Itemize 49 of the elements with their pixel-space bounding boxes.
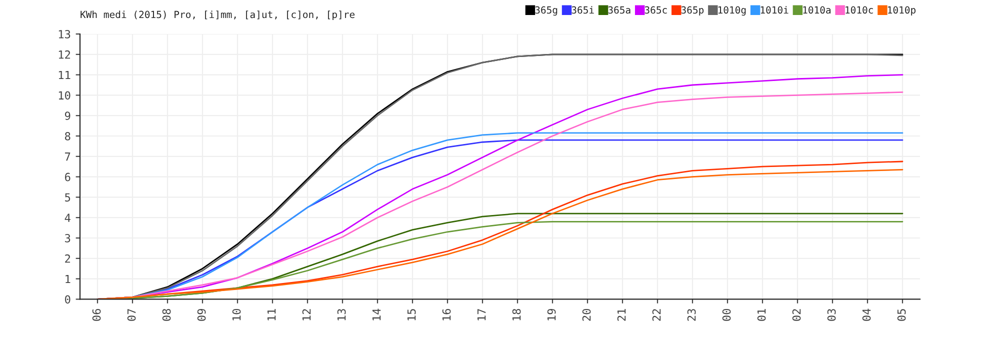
x-tick-label: 12 (302, 309, 311, 320)
y-tick-label: 7 (65, 152, 70, 161)
x-tick-label: 19 (547, 308, 556, 320)
legend-label: 1010c (846, 6, 873, 14)
x-tick-label: 22 (652, 309, 661, 321)
y-tick-label: 10 (58, 91, 70, 100)
x-tick-label: 00 (722, 308, 731, 321)
legend-label: 365c (644, 6, 667, 14)
y-tick-label: 9 (64, 112, 70, 120)
y-tick-label: 13 (58, 30, 70, 38)
y-tick-label: 5 (65, 193, 70, 202)
x-tick-label: 11 (267, 308, 276, 320)
y-tick-label: 6 (65, 172, 70, 182)
x-tick-label: 18 (512, 308, 521, 320)
legend-label: 1010i (760, 6, 788, 14)
y-tick-label: 4 (64, 214, 70, 222)
x-tick-label: 17 (477, 309, 486, 320)
x-tick-label: 16 (442, 308, 451, 320)
x-tick-label: 20 (582, 308, 591, 321)
y-tick-label: 8 (64, 132, 70, 140)
legend-label: 1010p (888, 6, 916, 16)
x-tick-label: 06 (92, 308, 101, 321)
x-tick-label: 07 (127, 309, 136, 321)
legend-label: 365i (572, 6, 594, 14)
y-tick-label: 0 (65, 295, 70, 304)
legend-label: 365p (681, 6, 704, 16)
x-tick-label: 13 (337, 309, 346, 320)
x-tick-label: 01 (757, 308, 766, 321)
x-tick-label: 14 (372, 308, 381, 320)
x-tick-label: 15 (407, 309, 416, 320)
x-tick-label: 04 (862, 308, 871, 321)
chart-title: KWh medi (2015) Pro, [i]mm, [a]ut, [c]on, [p]re (80, 10, 355, 20)
legend-label: 1010g (718, 6, 746, 16)
x-tick-label: 05 (897, 309, 906, 321)
legend-label: 365a (608, 6, 630, 14)
y-tick-label: 11 (58, 70, 70, 80)
x-tick-label: 03 (827, 309, 836, 321)
legend-label: 365g (535, 6, 558, 16)
y-tick-label: 3 (65, 234, 70, 242)
legend-label: 1010a (803, 6, 831, 14)
x-tick-label: 02 (792, 309, 801, 321)
x-tick-label: 08 (162, 308, 171, 321)
x-tick-label: 21 (617, 308, 626, 321)
x-tick-label: 10 (232, 308, 241, 320)
x-tick-label: 09 (197, 308, 206, 321)
x-tick-label: 23 (687, 309, 696, 321)
y-tick-label: 1 (66, 274, 70, 284)
y-tick-label: 2 (65, 254, 70, 263)
y-tick-label: 12 (58, 50, 70, 59)
